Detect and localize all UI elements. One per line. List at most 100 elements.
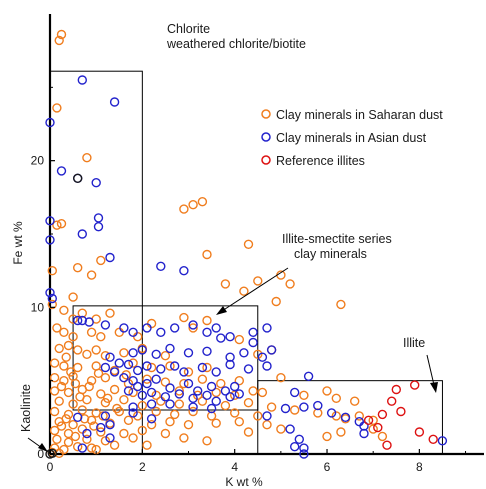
asian-dust-point [225,359,235,370]
saharan-dust-point [156,396,166,406]
illite-smectite-arrow [221,267,289,312]
x-tick-label: 6 [324,460,331,474]
saharan-dust-point [119,348,129,358]
illite-smectite-region-box [72,305,259,411]
asian-dust-point [165,399,175,409]
illite-region-box [257,380,443,455]
saharan-dust-point [100,351,111,361]
x-tick-label: 8 [416,460,423,474]
saharan-dust-point [234,334,245,345]
asian-dust-point [128,402,138,412]
saharan-dust-point [100,398,111,408]
illite-smectite-arrowhead [216,306,227,315]
asian-dust-point [179,266,189,276]
saharan-dust-point [52,323,62,333]
asian-dust-point [266,345,277,355]
annotation-kaolinite: Kaolinite [19,384,33,432]
saharan-dust-point [253,411,263,421]
saharan-dust-point [82,152,92,163]
asian-dust-point [151,374,161,384]
saharan-dust-point [114,406,125,417]
asian-dust-point [206,381,217,392]
asian-dust-point [174,389,185,399]
asian-dust-point [326,408,337,418]
asian-dust-point [146,414,157,424]
x-tick-label: 4 [231,460,238,474]
saharan-dust-point [368,424,378,434]
asian-dust-point [299,443,309,453]
saharan-dust-point [93,368,104,378]
saharan-dust-point [77,424,88,434]
saharan-dust-point [322,386,332,396]
saharan-dust-point [266,402,277,412]
legend-marker-reference [261,155,271,165]
asian-dust-point [45,235,55,245]
asian-dust-point [151,349,161,359]
asian-dust-point [45,288,55,298]
saharan-dust-point [179,204,189,214]
saharan-dust-point [68,332,78,342]
saharan-dust-point [146,362,157,373]
saharan-dust-point [72,362,83,373]
saharan-dust-point [52,434,62,444]
saharan-dust-point [54,343,64,354]
saharan-dust-point [336,299,346,310]
asian-dust-point [114,358,125,368]
asian-dust-point [156,261,166,271]
asian-dust-point [93,221,104,232]
asian-dust-point [359,428,369,439]
asian-dust-point [243,364,254,374]
saharan-dust-point [59,327,69,337]
saharan-dust-point [132,332,143,342]
chlorite-region-box [49,70,143,455]
saharan-dust-point [47,299,57,310]
saharan-dust-point [66,367,76,377]
asian-dust-point [197,362,208,373]
saharan-dust-point [77,405,88,415]
x-tick-label: 0 [47,460,54,474]
asian-dust-point [105,252,115,263]
saharan-dust-point [72,345,83,355]
saharan-dust-point [77,308,88,318]
saharan-dust-point [119,428,129,439]
saharan-dust-point [165,361,175,371]
y-tick-label: 0 [37,447,44,461]
saharan-dust-point [84,381,94,392]
saharan-dust-point [89,421,99,431]
saharan-dust-point [119,395,129,405]
saharan-dust-point [82,434,92,444]
asian-dust-point [146,387,157,398]
asian-dust-point [192,386,203,396]
saharan-dust-point [86,327,97,337]
saharan-dust-point [70,431,81,442]
asian-dust-point [100,411,111,421]
saharan-dust-point [63,340,74,351]
asian-dust-point [211,367,221,377]
saharan-dust-point [248,386,258,396]
saharan-dust-point [91,345,101,355]
saharan-dust-point [179,433,189,443]
asian-dust-point [109,97,120,107]
asian-dust-point [234,389,245,399]
legend-marker-saharan [261,109,271,119]
asian-dust-point [132,381,143,392]
saharan-dust-point [109,384,120,395]
saharan-dust-point [70,378,81,389]
saharan-dust-point [82,349,92,359]
asian-dust-point [128,376,138,386]
asian-dust-point [105,352,115,362]
reference-illite-point [410,380,420,390]
saharan-dust-point [276,373,286,383]
reference-illite-point [428,434,438,444]
asian-dust-point [220,386,231,396]
saharan-dust-point [197,196,208,207]
saharan-dust-point [63,437,74,447]
asian-dust-point [188,320,198,330]
saharan-dust-point [262,420,272,430]
asian-dust-point [202,327,212,337]
asian-dust-point [142,378,152,389]
saharan-dust-point [160,377,171,387]
asian-dust-point [119,373,129,383]
saharan-dust-point [216,378,226,389]
